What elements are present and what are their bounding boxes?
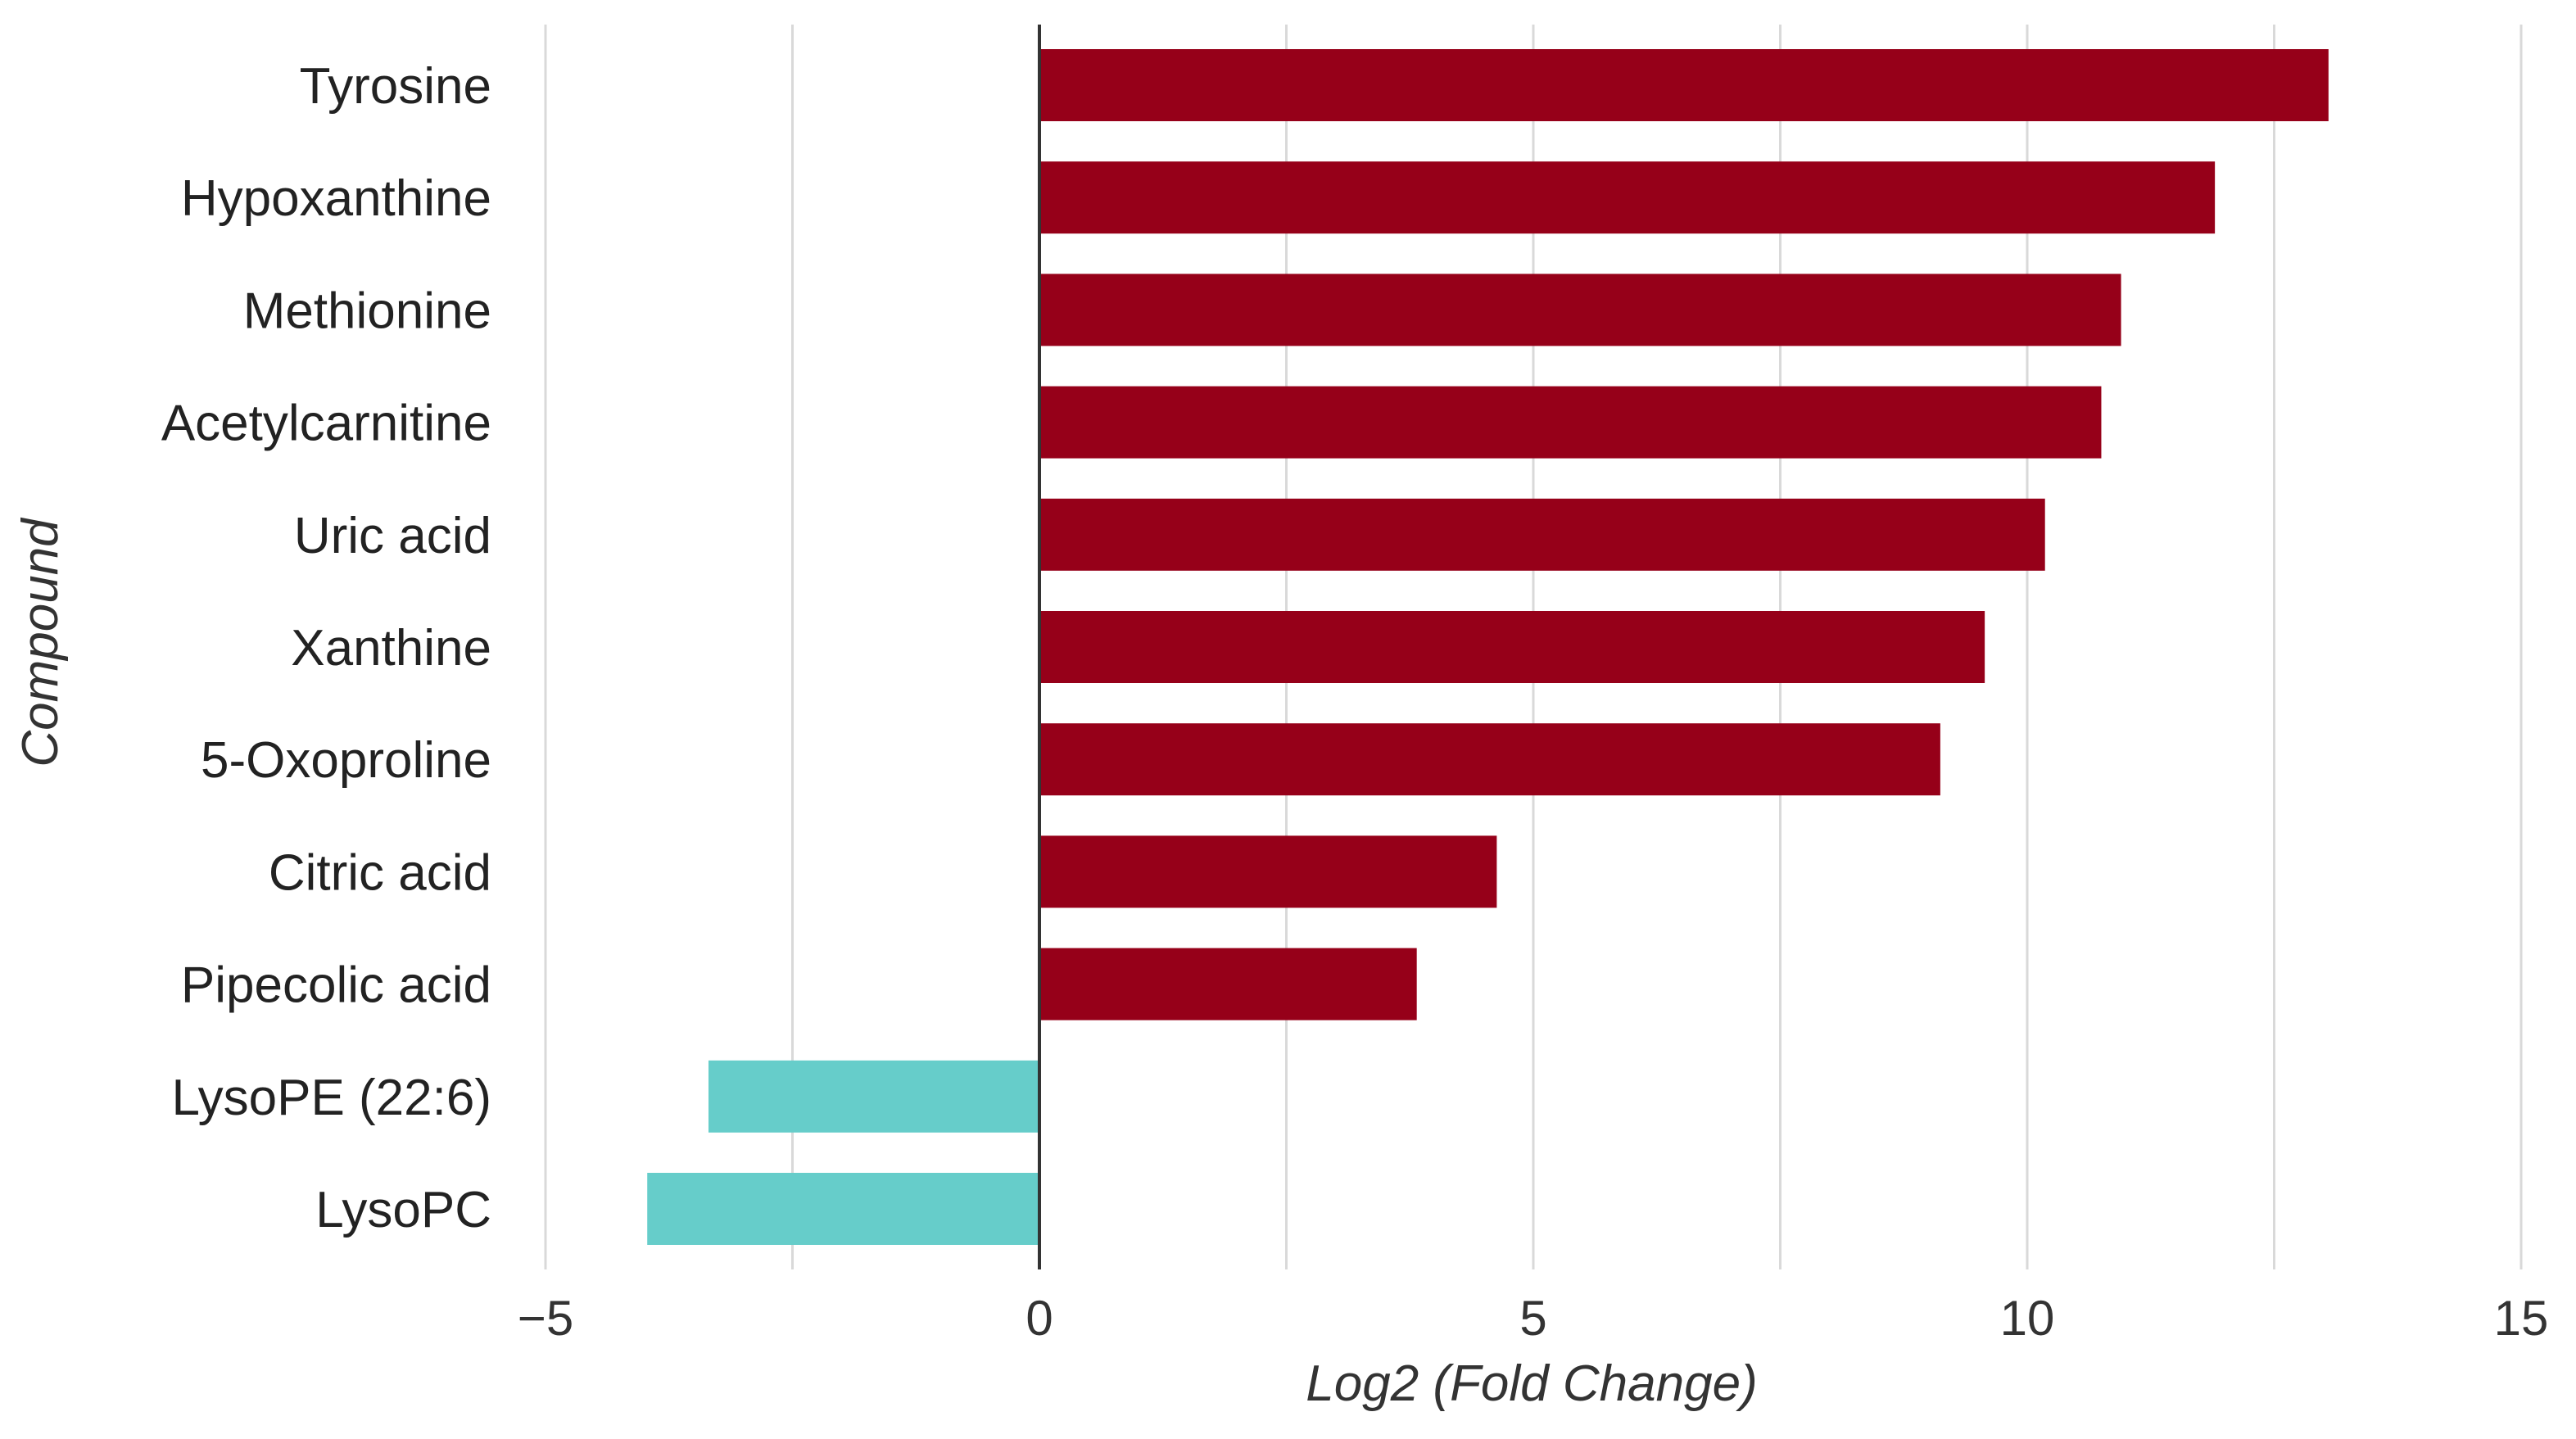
category-label: Tyrosine <box>300 58 491 115</box>
bars <box>647 49 2329 1245</box>
bar <box>1039 386 2102 459</box>
bar <box>1039 948 1417 1020</box>
bar <box>647 1173 1039 1245</box>
category-label: Methionine <box>243 283 491 339</box>
bar <box>1039 161 2216 234</box>
bar <box>1039 498 2045 571</box>
category-labels: Tyrosine Hypoxanthine Methionine Acetylcarn… <box>161 58 491 1238</box>
bar <box>1039 835 1497 908</box>
category-label: LysoPC <box>315 1182 491 1238</box>
category-label: Pipecolic acid <box>181 957 491 1014</box>
x-tick-labels: −5 0 5 10 15 <box>518 1291 2549 1346</box>
bar <box>708 1060 1039 1133</box>
bar <box>1039 723 1940 796</box>
bar <box>1039 274 2121 346</box>
category-label: Citric acid <box>269 844 491 901</box>
bar <box>1039 611 1985 683</box>
x-tick-label: 0 <box>1025 1291 1053 1346</box>
x-tick-label: 15 <box>2494 1291 2549 1346</box>
x-tick-label: −5 <box>518 1291 573 1346</box>
y-axis-title: Compound <box>12 517 69 767</box>
x-tick-label: 5 <box>1519 1291 1546 1346</box>
x-axis-title: Log2 (Fold Change) <box>1306 1355 1757 1412</box>
category-label: LysoPE (22:6) <box>171 1070 491 1126</box>
bar <box>1039 49 2329 121</box>
category-label: Uric acid <box>294 508 491 564</box>
category-label: Xanthine <box>291 620 491 677</box>
category-label: Hypoxanthine <box>181 170 491 227</box>
x-tick-label: 10 <box>2000 1291 2055 1346</box>
category-label: Acetylcarnitine <box>161 396 491 452</box>
category-label: 5-Oxoproline <box>201 732 491 789</box>
